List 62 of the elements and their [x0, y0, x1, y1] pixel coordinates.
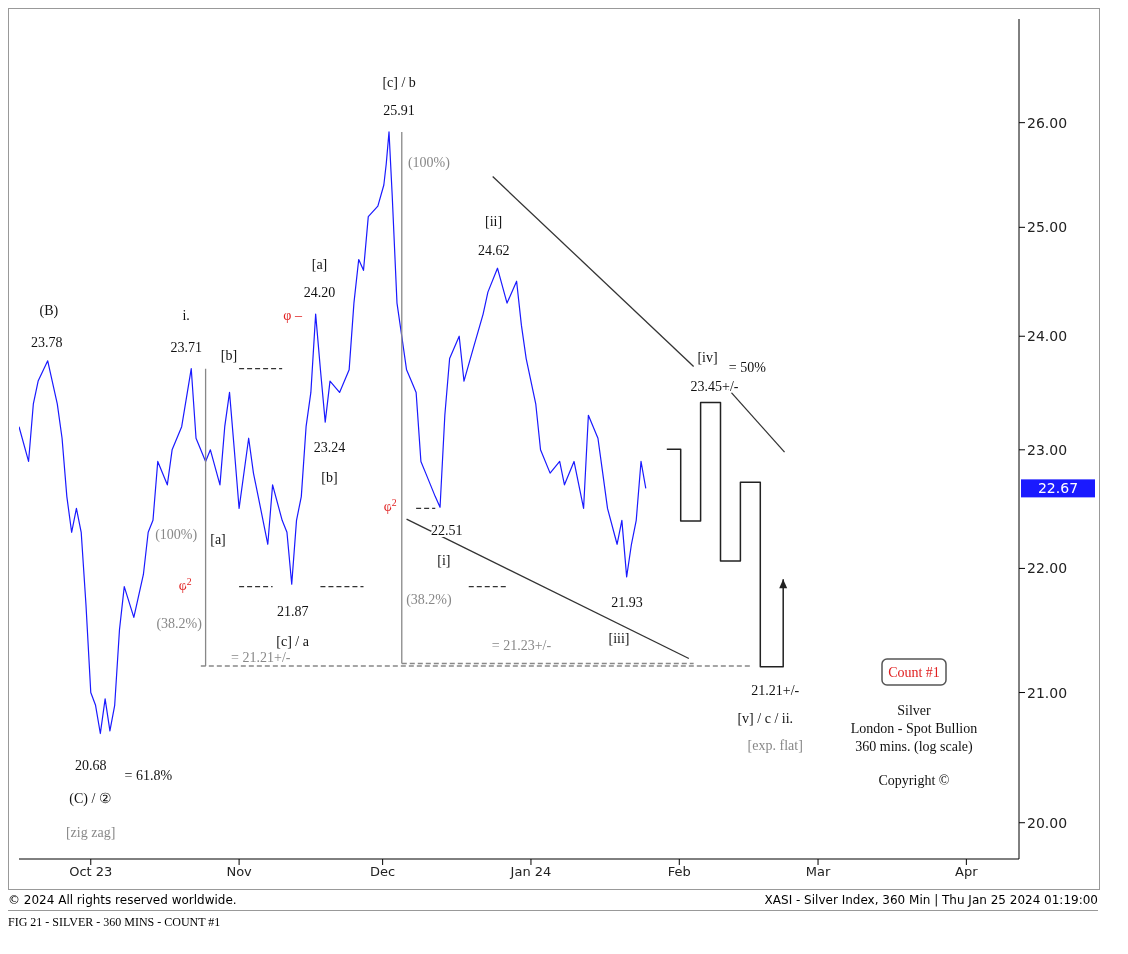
- y-tick-label: 22.00: [1027, 560, 1068, 577]
- annotation: = 21.23+/-: [491, 638, 552, 654]
- annotation: (38.2%): [156, 616, 203, 633]
- y-tick-label: 21.00: [1027, 684, 1068, 701]
- annotation: φ$^{2}$: [383, 496, 397, 515]
- annotation: Silver: [897, 703, 932, 718]
- annotation: [zig zag]: [65, 824, 116, 840]
- annotation: [v] / c / ii.: [737, 711, 794, 727]
- text: © 2024 All rights reserved worldwide.: [8, 893, 237, 907]
- x-tick-label: Dec: [370, 864, 396, 880]
- annotation: 23.24: [313, 440, 346, 456]
- annotation: 21.21+/-: [751, 683, 800, 699]
- y-tick-label: 25.00: [1027, 219, 1068, 236]
- annotation: 23.78: [31, 335, 63, 351]
- annotation: (100%): [407, 154, 451, 171]
- y-tick-label: 23.00: [1027, 441, 1068, 458]
- text: 22.67: [1037, 480, 1079, 497]
- annotation: [c] / b: [382, 75, 416, 91]
- annotation: (B): [39, 303, 59, 320]
- annotation: 20.68: [74, 757, 107, 773]
- y-tick-label: 20.00: [1027, 814, 1068, 831]
- x-tick-label: Jan 24: [509, 864, 552, 880]
- annotation: = 61.8%: [124, 767, 173, 783]
- annotation: (100%): [155, 526, 198, 543]
- annotation: 24.62: [477, 243, 510, 259]
- annotation: = 21.21+/-: [231, 650, 291, 666]
- x-tick-label: Nov: [226, 864, 253, 880]
- annotation: = 50%: [728, 359, 767, 375]
- y-tick-label: 24.00: [1027, 328, 1068, 345]
- caption: FIG 21 - SILVER - 360 MINS - COUNT #1: [8, 915, 222, 930]
- annotation: 22.51: [431, 522, 463, 538]
- x-tick-label: Mar: [805, 864, 831, 880]
- annotation: [c] / a: [276, 633, 310, 649]
- annotation: [b]: [220, 348, 238, 363]
- annotation: [ii]: [485, 213, 503, 229]
- annotation: φ$^{2}$: [178, 575, 192, 594]
- annotation: [b]: [321, 470, 338, 486]
- annotation: London - Spot Bullion: [850, 721, 978, 736]
- annotation: (38.2%): [406, 591, 453, 608]
- x-tick-label: Feb: [667, 864, 691, 880]
- annotation: Count #1: [888, 665, 940, 680]
- annotation: 21.93: [611, 594, 643, 610]
- annotation: 23.45+/-: [690, 379, 739, 395]
- x-tick-label: Apr: [955, 864, 979, 880]
- annotation: 360 mins. (log scale): [855, 739, 974, 755]
- annotation: 24.20: [303, 284, 336, 300]
- y-tick-label: 26.00: [1027, 114, 1068, 131]
- annotation: i.: [182, 308, 190, 324]
- annotation: [iii]: [608, 630, 630, 646]
- annotation: [a]: [210, 531, 226, 547]
- annotation: [exp. flat]: [747, 738, 803, 754]
- annotation: φ –: [283, 308, 303, 324]
- annotation: Copyright ©: [878, 773, 950, 788]
- x-tick-label: Oct 23: [69, 864, 113, 880]
- annotation: 23.71: [170, 340, 202, 356]
- annotation: 25.91: [383, 103, 415, 119]
- annotation: [i]: [437, 552, 451, 568]
- annotation: [a]: [311, 256, 328, 272]
- text: XASI - Silver Index, 360 Min | Thu Jan 25 2024 01:19:00: [764, 893, 1098, 907]
- annotation: (C) / ②: [69, 790, 112, 807]
- annotation: [iv]: [697, 349, 718, 365]
- annotation: 21.87: [276, 604, 309, 620]
